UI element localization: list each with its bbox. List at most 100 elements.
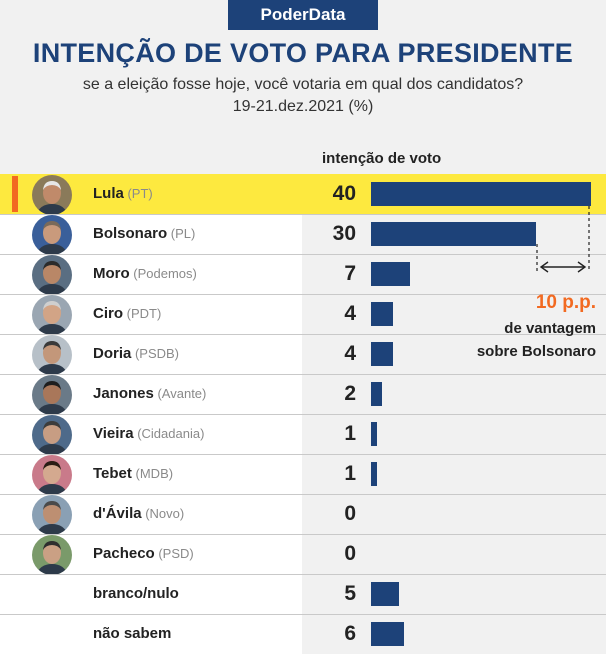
row-separator	[0, 374, 606, 375]
row-separator	[0, 614, 606, 615]
candidate-photo-icon	[32, 335, 72, 375]
avatar	[32, 455, 72, 495]
party-label: (PT)	[123, 186, 153, 201]
candidate-label: Doria	[93, 345, 132, 362]
data-label: 5	[344, 582, 356, 605]
candidate-name: Vieira (Cidadania)	[93, 414, 204, 454]
annotation-value: 10 p.p.	[535, 292, 596, 313]
row-separator	[0, 534, 606, 535]
row-separator	[0, 254, 606, 255]
bar	[371, 462, 377, 486]
bar	[371, 222, 536, 246]
avatar	[32, 535, 72, 575]
candidate-label: Bolsonaro	[93, 225, 168, 242]
data-label: 7	[344, 262, 356, 285]
row-separator	[0, 214, 606, 215]
name-cell-bg	[0, 574, 302, 614]
avatar	[32, 215, 72, 255]
candidate-photo-icon	[32, 375, 72, 415]
party-label: (Podemos)	[129, 266, 197, 281]
candidate-photo-icon	[32, 215, 72, 255]
candidate-label: Pacheco	[93, 545, 155, 562]
candidate-name: branco/nulo	[93, 574, 179, 614]
chart-subtitle: se a eleição fosse hoje, você votaria em…	[82, 76, 524, 93]
data-label: 6	[344, 622, 356, 645]
avatar	[32, 175, 72, 215]
candidate-photo-icon	[32, 455, 72, 495]
name-cell-bg	[0, 614, 302, 654]
bar	[371, 302, 393, 326]
candidate-photo-icon	[32, 495, 72, 535]
candidate-name: Pacheco (PSD)	[93, 534, 194, 574]
data-label: 0	[344, 502, 356, 525]
candidate-photo-icon	[32, 255, 72, 295]
candidate-name: d'Ávila (Novo)	[93, 494, 184, 534]
candidate-photo-icon	[32, 535, 72, 575]
data-label: 30	[332, 222, 356, 245]
candidate-name: Janones (Avante)	[93, 374, 206, 414]
row-separator	[0, 294, 606, 295]
candidate-label: Moro	[93, 265, 130, 282]
row-separator	[0, 334, 606, 335]
bar	[371, 622, 404, 646]
avatar	[32, 255, 72, 295]
party-label: (Avante)	[153, 386, 207, 401]
candidate-label: branco/nulo	[93, 585, 179, 602]
column-header: intenção de voto	[322, 150, 442, 167]
avatar	[32, 495, 72, 535]
candidate-name: Ciro (PDT)	[93, 294, 161, 334]
data-label: 1	[344, 462, 356, 485]
candidate-name: Tebet (MDB)	[93, 454, 173, 494]
party-label: (PSDB)	[131, 346, 180, 361]
bar	[371, 342, 393, 366]
bar	[371, 262, 410, 286]
chart-date: 19-21.dez.2021 (%)	[232, 98, 374, 115]
annotation-line2: sobre Bolsonaro	[476, 343, 596, 360]
brand-badge: PoderData	[228, 0, 378, 30]
bar	[371, 182, 591, 206]
highlight-marker	[12, 176, 18, 212]
data-label: 4	[344, 342, 356, 365]
candidate-label: Lula	[93, 185, 124, 202]
candidate-name: Doria (PSDB)	[93, 334, 179, 374]
party-label: (Novo)	[141, 506, 185, 521]
avatar	[32, 375, 72, 415]
candidate-photo-icon	[32, 175, 72, 215]
candidate-name: Bolsonaro (PL)	[93, 214, 195, 254]
candidate-name: Lula (PT)	[93, 174, 153, 214]
candidate-name: Moro (Podemos)	[93, 254, 197, 294]
candidate-label: Tebet	[93, 465, 132, 482]
bar	[371, 382, 382, 406]
annotation-line1: de vantagem	[504, 320, 596, 337]
arrow-right-icon	[577, 261, 587, 273]
arrow-left-icon	[539, 261, 549, 273]
avatar	[32, 295, 72, 335]
data-label: 0	[344, 542, 356, 565]
bar	[371, 582, 399, 606]
party-label: (MDB)	[131, 466, 174, 481]
candidate-label: Vieira	[93, 425, 134, 442]
row-separator	[0, 454, 606, 455]
avatar	[32, 415, 72, 455]
chart-title: INTENÇÃO DE VOTO PARA PRESIDENTE	[32, 38, 574, 68]
avatar	[32, 335, 72, 375]
data-label: 2	[344, 382, 356, 405]
candidate-label: d'Ávila	[93, 505, 142, 522]
candidate-name: não sabem	[93, 614, 171, 654]
party-label: (PL)	[167, 226, 196, 241]
data-label: 1	[344, 422, 356, 445]
party-label: (PDT)	[123, 306, 162, 321]
row-separator	[0, 414, 606, 415]
candidate-label: não sabem	[93, 625, 172, 642]
party-label: (PSD)	[154, 546, 194, 561]
candidate-photo-icon	[32, 415, 72, 455]
row-separator	[0, 574, 606, 575]
bar	[371, 422, 377, 446]
candidate-label: Ciro	[93, 305, 123, 322]
data-label: 4	[344, 302, 356, 325]
candidate-label: Janones	[93, 385, 154, 402]
party-label: (Cidadania)	[133, 426, 205, 441]
data-label: 40	[332, 182, 356, 205]
row-separator	[0, 494, 606, 495]
